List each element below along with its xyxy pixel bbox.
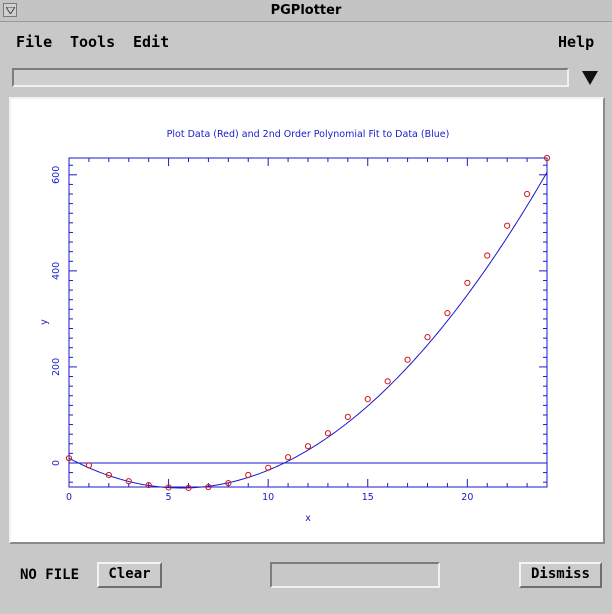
data-point (65, 455, 73, 462)
y-axis-label: y (39, 319, 50, 325)
data-point (523, 190, 531, 198)
data-point (364, 396, 371, 403)
data-point (424, 334, 431, 341)
window-title: PGPlotter (270, 3, 342, 18)
y-tick-label: 0 (51, 460, 62, 466)
title-bar: PGPlotter (0, 0, 612, 22)
plot-canvas[interactable]: Plot Data (Red) and 2nd Order Polynomial… (9, 97, 605, 544)
data-point (145, 481, 152, 489)
data-point (324, 430, 332, 437)
data-point (185, 484, 192, 492)
data-point (85, 462, 93, 469)
data-point (205, 483, 212, 491)
x-tick-label: 10 (262, 492, 274, 503)
data-point (225, 480, 232, 487)
data-point (265, 464, 272, 471)
x-tick-label: 20 (461, 492, 473, 503)
y-tick-label: 200 (51, 358, 62, 376)
menu-edit[interactable]: Edit (133, 33, 170, 51)
data-point (384, 378, 391, 385)
data-point (284, 454, 292, 461)
y-tick-label: 600 (51, 166, 62, 184)
menu-bar: File Tools Edit Help (0, 28, 612, 56)
x-tick-label: 15 (362, 492, 374, 503)
x-tick-label: 0 (66, 492, 72, 503)
menu-file[interactable]: File (16, 33, 53, 51)
dismiss-button[interactable]: Dismiss (519, 562, 602, 588)
data-point (304, 443, 312, 450)
data-point (484, 252, 491, 259)
menu-tools[interactable]: Tools (70, 33, 116, 51)
x-axis-label: x (305, 513, 311, 524)
chart-title: Plot Data (Red) and 2nd Order Polynomial… (167, 129, 450, 140)
clear-button[interactable]: Clear (97, 562, 162, 588)
down-triangle-icon (582, 71, 598, 85)
command-combo-input[interactable] (12, 68, 569, 87)
fit-curve (68, 172, 548, 489)
data-point (245, 471, 252, 479)
combo-dropdown-button[interactable] (576, 66, 606, 90)
y-tick-label: 400 (51, 262, 62, 280)
file-status-label: NO FILE (20, 567, 80, 583)
data-point (125, 478, 132, 485)
data-point (404, 356, 411, 363)
down-triangle-icon (6, 7, 15, 14)
data-point (444, 310, 451, 317)
menu-help[interactable]: Help (558, 33, 595, 51)
data-point (344, 413, 351, 420)
data-point (464, 279, 471, 286)
data-point (165, 484, 172, 491)
x-tick-label: 5 (166, 492, 172, 503)
window-menu-button[interactable] (3, 3, 17, 17)
progress-bar (270, 562, 440, 588)
plot-frame (68, 157, 548, 488)
data-point (105, 471, 112, 479)
data-point (543, 154, 551, 162)
data-point (504, 222, 511, 229)
